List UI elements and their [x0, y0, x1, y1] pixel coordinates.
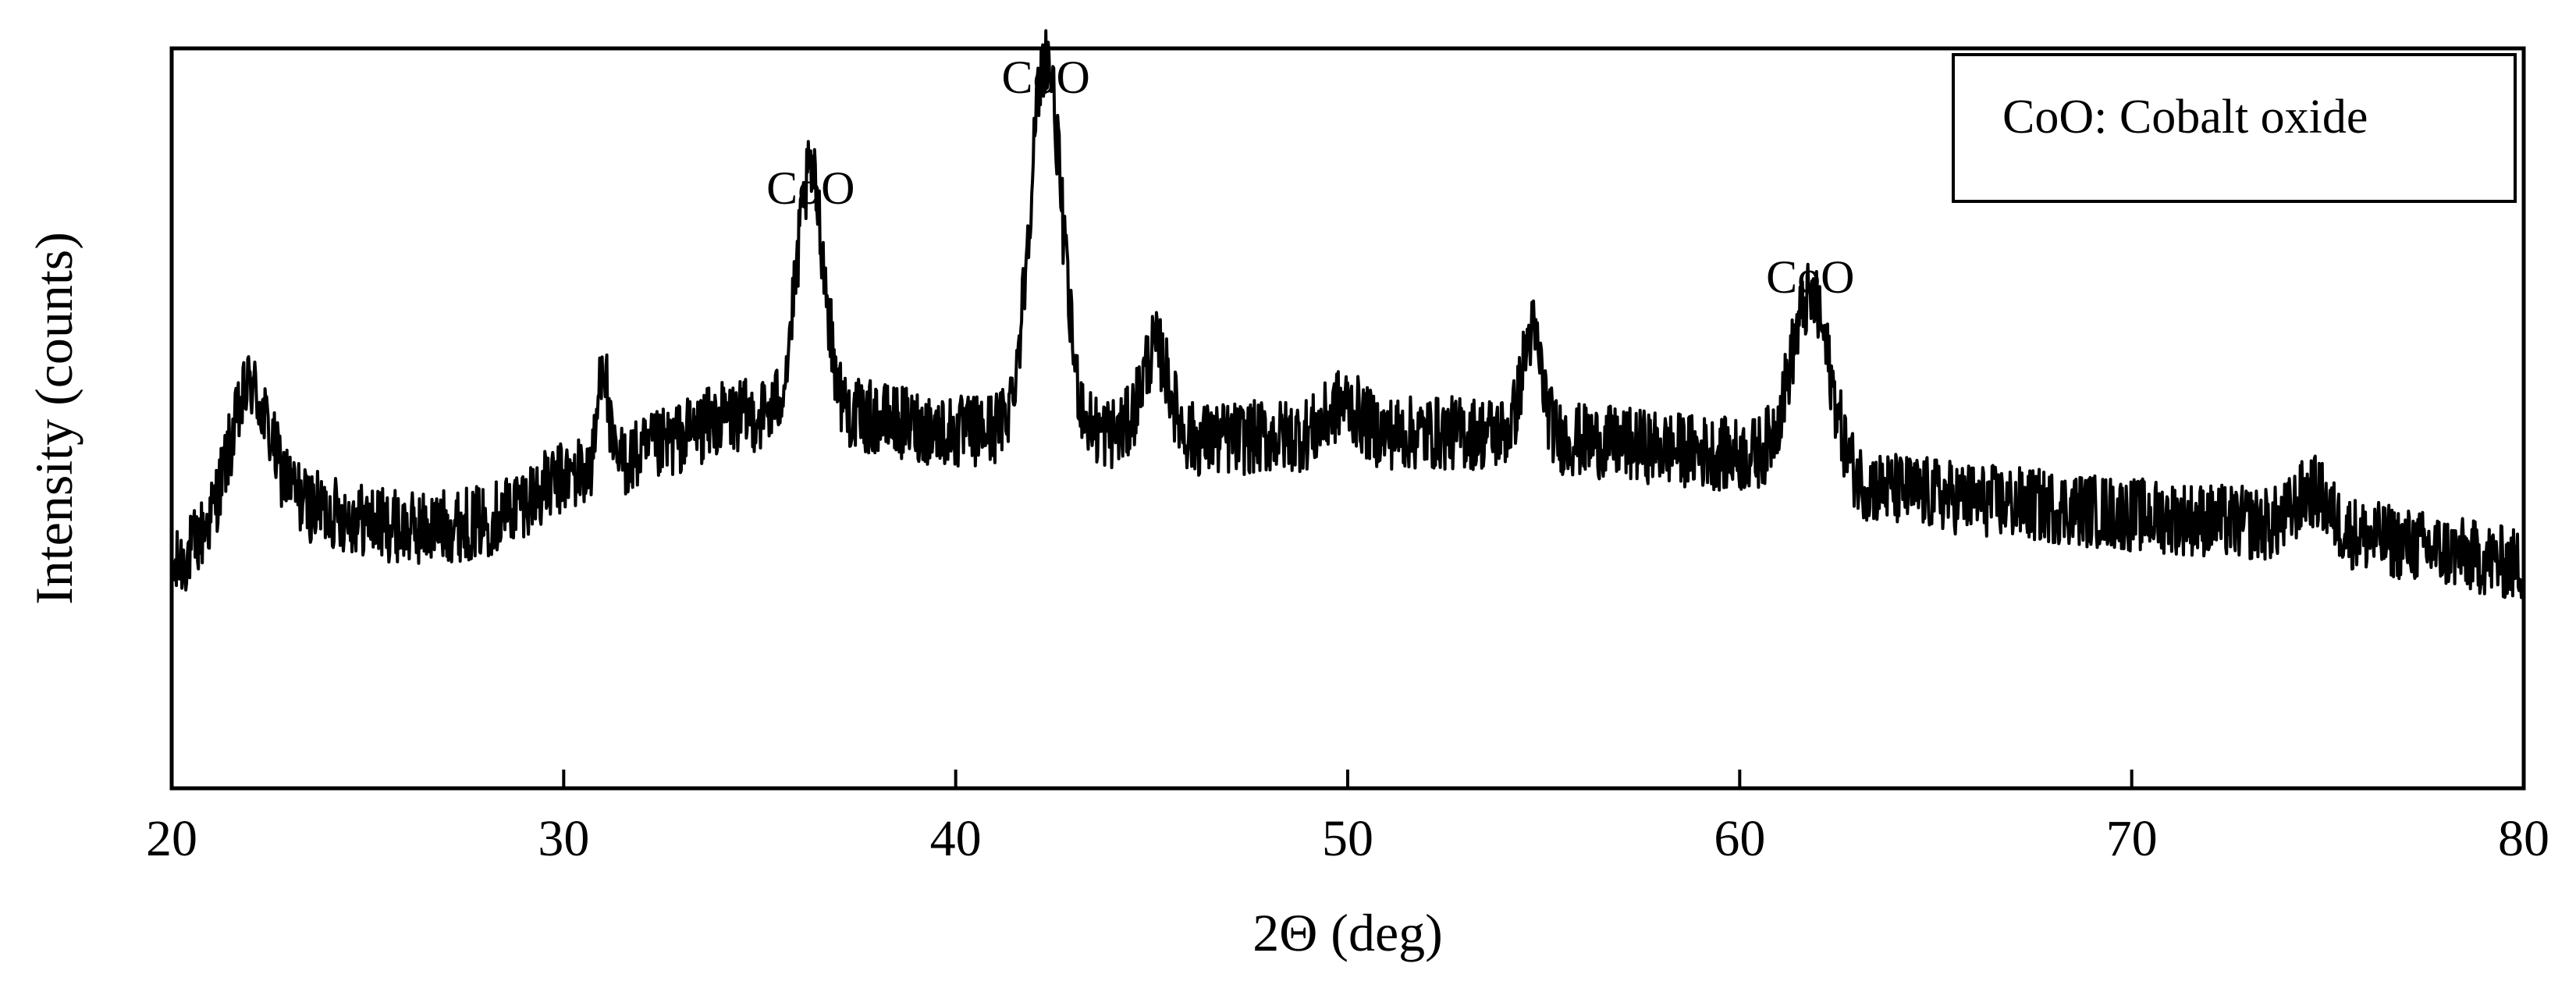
x-tick-label-60: 60: [1714, 810, 1765, 867]
legend-label: CoO: Cobalt oxide: [2002, 91, 2368, 144]
series-layer: [170, 29, 2525, 599]
legend: CoO: Cobalt oxide: [1952, 53, 2517, 203]
series-line: [170, 29, 2525, 599]
x-tick-label-20: 20: [146, 810, 197, 867]
x-tick-label-40: 40: [930, 810, 982, 867]
peak-label-2: CoO: [1766, 251, 1854, 303]
peak-annotations: CoO CoO CoO: [766, 52, 1854, 303]
peak-label-1: CoO: [1002, 52, 1090, 103]
x-ticks: 20 30 40 50 60 70 80: [146, 770, 2549, 867]
legend-box: [1952, 53, 2517, 203]
x-tick-label-50: 50: [1322, 810, 1373, 867]
x-tick-label-80: 80: [2498, 810, 2549, 867]
y-axis-label: Intensity (counts): [24, 232, 83, 605]
x-axis-label: 2Θ (deg): [1252, 903, 1443, 962]
x-tick-label-30: 30: [538, 810, 589, 867]
x-tick-label-70: 70: [2106, 810, 2158, 867]
peak-label-0: CoO: [766, 162, 855, 214]
